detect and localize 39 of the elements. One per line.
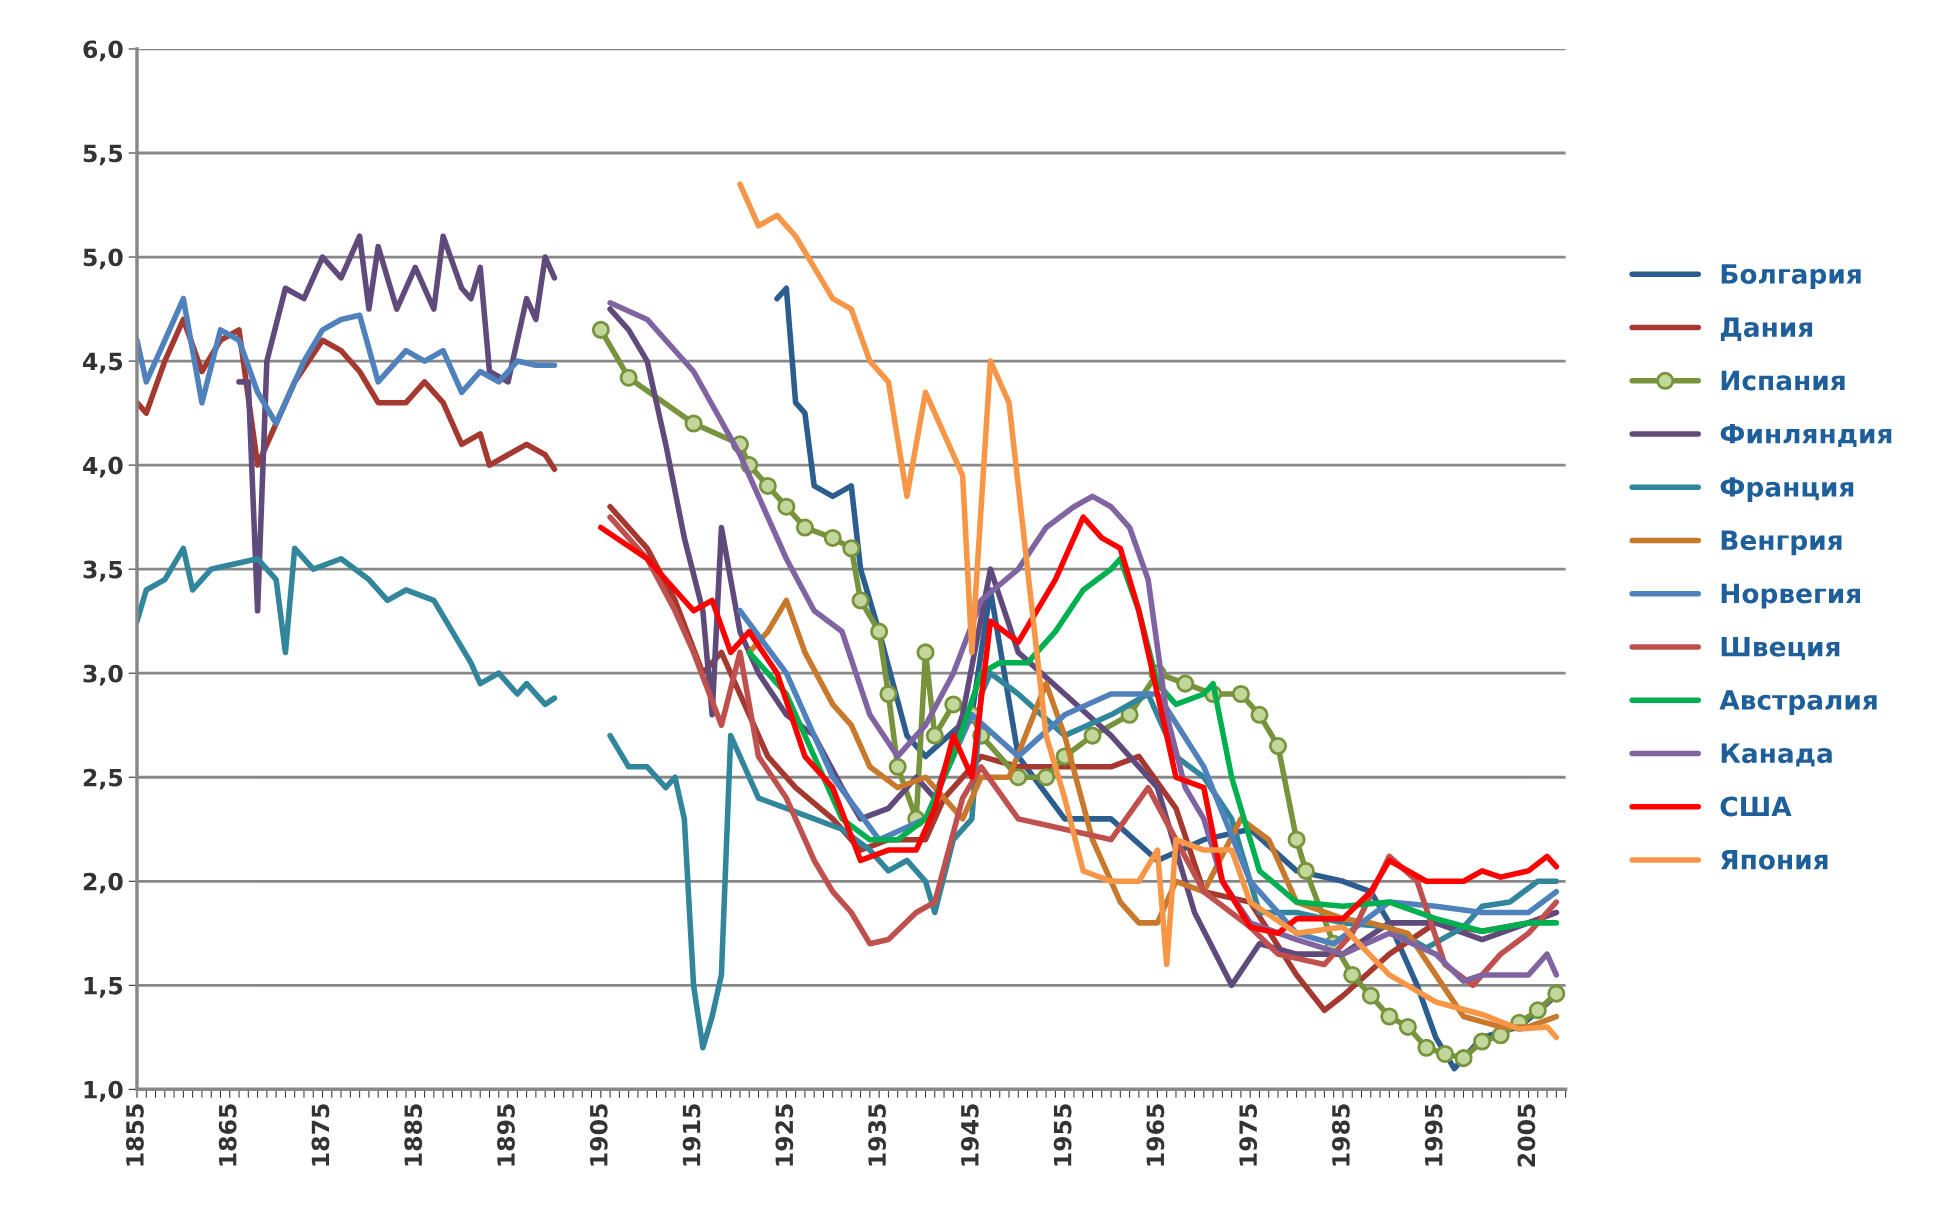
legend-label: Швеция [1721, 637, 1840, 660]
legend-label: Норвегия [1721, 583, 1861, 609]
x-tick-label: 1955 [1053, 1104, 1072, 1166]
legend-label: Канада [1721, 743, 1832, 767]
x-tick-label: 1875 [311, 1104, 330, 1166]
legend-label: Австралия [1719, 690, 1877, 716]
x-tick-label: 1895 [497, 1104, 515, 1166]
x-tick-label: 1945 [960, 1104, 979, 1166]
y-tick-label: 5,5 [83, 144, 123, 166]
y-tick-label: 5,0 [83, 248, 123, 270]
legend-label: Япония [1720, 850, 1828, 870]
legend-label: Франция [1720, 477, 1854, 503]
y-tick-label: 4,5 [83, 352, 123, 374]
x-tick-label: 1905 [589, 1104, 608, 1166]
x-tick-label: 1925 [775, 1104, 794, 1166]
x-tick-label: 1915 [682, 1104, 701, 1166]
y-tick-label: 3,5 [83, 560, 123, 582]
x-tick-label: 1935 [868, 1104, 886, 1166]
legend-label: Испания [1721, 370, 1845, 391]
x-tick-label: 1975 [1239, 1104, 1258, 1166]
y-tick-label: 4,0 [83, 456, 123, 478]
legend-label: Дания [1720, 317, 1813, 341]
y-tick-label: 1,0 [84, 1080, 123, 1102]
x-tick-label: 1855 [125, 1104, 144, 1166]
legend-label: Финляндия [1720, 424, 1892, 447]
y-tick-label: 3,0 [83, 664, 123, 686]
legend-label: Венгрия [1721, 530, 1842, 556]
x-tick-label: 1985 [1331, 1104, 1350, 1166]
x-tick-label: 1965 [1146, 1104, 1165, 1166]
y-tick-label: 6,0 [83, 40, 123, 62]
legend-label: Болгария [1721, 264, 1861, 290]
y-tick-label: 1,5 [84, 977, 123, 998]
y-tick-label: 2,0 [83, 872, 123, 894]
x-tick-label: 1995 [1424, 1104, 1443, 1166]
x-tick-label: 1865 [218, 1104, 237, 1166]
x-tick-label: 2005 [1517, 1104, 1536, 1167]
legend-label: США [1720, 796, 1792, 817]
x-tick-label: 1885 [404, 1104, 423, 1166]
y-tick-label: 2,5 [83, 768, 123, 790]
